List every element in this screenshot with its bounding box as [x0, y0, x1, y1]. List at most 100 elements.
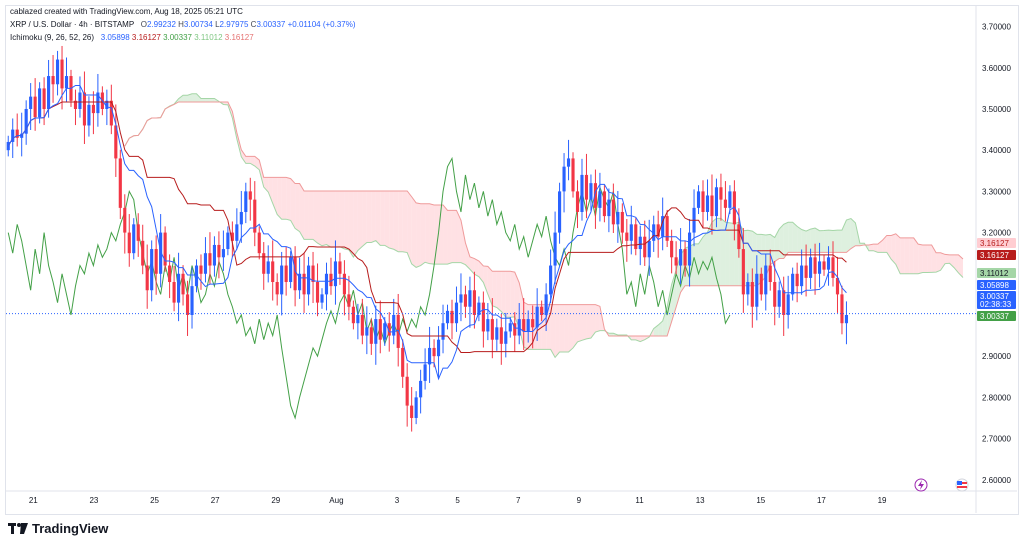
candle-body [571, 158, 575, 192]
candle-body [311, 265, 315, 283]
candle-body [298, 273, 302, 291]
candle-body [293, 257, 297, 291]
candle-body [701, 191, 705, 212]
candle-body [203, 253, 208, 274]
candle-body [804, 265, 808, 278]
candle-body [746, 282, 750, 295]
ohlc-legend: XRP / U.S. Dollar · 4h · BITSTAMP O2.992… [10, 20, 356, 29]
candle-body [324, 273, 329, 295]
x-tick-label: 19 [878, 496, 887, 505]
candle-body [813, 257, 817, 274]
candle-body [549, 265, 553, 295]
candle-body [844, 314, 849, 324]
candle-body [257, 232, 261, 254]
candle-body [782, 290, 786, 315]
candle-body [459, 294, 463, 303]
indicator-title[interactable]: Ichimoku (9, 26, 52, 26) [10, 33, 95, 42]
candle-body [544, 294, 548, 315]
tradingview-brand[interactable]: TradingView [8, 521, 108, 536]
candle-body [598, 191, 602, 208]
candle-body [392, 314, 396, 336]
chikou-value: 3.00337 [163, 33, 192, 42]
candle-body [38, 88, 42, 118]
lightning-icon [914, 478, 928, 492]
y-tick-label: 3.50000 [982, 105, 1011, 114]
candle-body [665, 216, 669, 241]
candle-body [109, 100, 113, 126]
candle-body [42, 88, 46, 109]
candle-body [817, 261, 822, 274]
candle-body [217, 244, 221, 258]
candle-body [643, 236, 647, 258]
candle-body [477, 302, 481, 315]
candle-body [127, 232, 131, 254]
candle-body [638, 236, 642, 250]
candle-body [602, 191, 606, 217]
candle-body [369, 327, 373, 344]
candle-body [365, 327, 369, 336]
candle-body [696, 191, 701, 208]
candle-body [306, 265, 311, 295]
open-value: 2.99232 [146, 20, 176, 29]
candle-body [647, 240, 651, 258]
candle-body [436, 339, 441, 357]
candle-body [504, 331, 508, 344]
candle-body [674, 257, 678, 266]
us-flag-icon [955, 478, 969, 492]
candle-body [800, 265, 804, 287]
candle-body [374, 319, 378, 344]
candle-body [414, 397, 418, 418]
candle-body [33, 96, 37, 118]
candle-body [531, 319, 535, 328]
candle-body [513, 323, 517, 336]
close-value: 3.00337 [256, 20, 286, 29]
candle-body [244, 191, 248, 212]
price-tag-text: 3.00337 [980, 312, 1009, 321]
candle-body [835, 277, 840, 295]
candle-body [315, 282, 320, 303]
candle-body [432, 347, 436, 357]
candle-body [289, 257, 293, 283]
candle-body [302, 273, 306, 295]
x-tick-label: 23 [89, 496, 98, 505]
candle-body [737, 224, 741, 250]
candle-body [687, 232, 692, 266]
candle-body [558, 191, 562, 233]
candle-body [190, 286, 194, 315]
candle-body [428, 347, 432, 365]
candle-body [378, 319, 382, 340]
candle-body [625, 232, 629, 241]
candle-body [728, 191, 732, 208]
candle-body [562, 166, 566, 192]
candle-body [840, 294, 844, 324]
candle-body [526, 319, 530, 332]
candle-body [275, 282, 279, 295]
candle-body [454, 302, 459, 324]
price-tag-text: 3.00337 [980, 292, 1009, 301]
candle-body [212, 244, 216, 266]
candle-body [777, 290, 781, 307]
high-value: 3.00734 [183, 20, 213, 29]
candle-body [356, 314, 360, 324]
candle-body [566, 158, 571, 167]
candle-body [280, 265, 284, 295]
candle-body [51, 76, 55, 85]
candle-body [710, 195, 714, 217]
candle-body [759, 273, 763, 295]
candle-body [831, 257, 835, 278]
symbol-title[interactable]: XRP / U.S. Dollar · 4h · BITSTAMP [10, 20, 135, 29]
candle-body [351, 306, 355, 324]
senkou-span-a-line [124, 93, 964, 359]
candle-body [826, 257, 831, 270]
candle-body [47, 76, 51, 109]
candle-body [383, 323, 387, 340]
kijun-sen-line [7, 101, 847, 353]
candle-body [136, 224, 140, 241]
low-label: L [215, 20, 220, 29]
tradingview-logo-icon [8, 523, 28, 534]
candle-body [73, 100, 78, 109]
candle-body [91, 104, 95, 114]
candle-body [683, 249, 687, 266]
